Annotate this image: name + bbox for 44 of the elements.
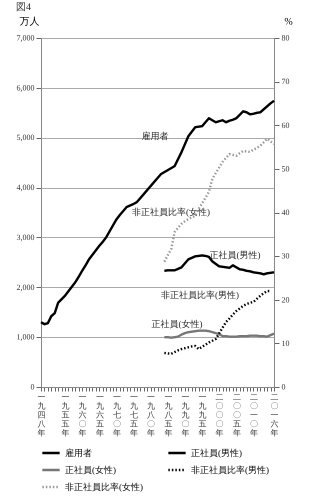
- y2-tick-label: 70: [282, 77, 290, 86]
- legend-label: 雇用者: [65, 448, 92, 458]
- x-tick-label: 一九七〇年: [112, 392, 121, 438]
- y-tick-label: 2,000: [16, 282, 34, 292]
- y-tick-label: 1,000: [16, 332, 34, 342]
- y-tick-label: 4,000: [16, 183, 34, 192]
- y2-tick-label: 50: [282, 164, 290, 174]
- legend-label: 非正社員比率(女性): [65, 482, 143, 492]
- x-tick-label: 一九七五年: [130, 392, 138, 438]
- y2-tick-label: 20: [282, 295, 290, 304]
- annotation: 正社員(女性): [152, 319, 202, 329]
- annotation: 正社員(男性): [210, 250, 260, 260]
- legend-label: 非正社員比率(男性): [191, 465, 269, 475]
- x-tick-label: 二〇〇五年: [232, 392, 241, 438]
- y-tick-label: 6,000: [16, 83, 34, 92]
- y-tick-label: 0: [30, 382, 34, 392]
- y2-axis-title: %: [284, 16, 293, 28]
- annotation: 非正社員比率(男性): [161, 290, 239, 300]
- y-axis-title: 万人: [20, 16, 40, 28]
- x-tick-label: 一九五五年: [61, 392, 70, 438]
- x-tick-label: 二〇〇〇年: [216, 392, 224, 438]
- x-tick-label: 一九六五年: [96, 392, 104, 438]
- x-tick-label: 一九九〇年: [181, 392, 190, 438]
- y2-tick-label: 80: [282, 34, 290, 42]
- y-tick-label: 7,000: [16, 34, 34, 42]
- x-tick-label: 一九八五年: [164, 392, 172, 438]
- y2-tick-label: 40: [282, 208, 290, 217]
- legend-label: 正社員(男性): [191, 448, 242, 458]
- y2-tick-label: 30: [282, 252, 290, 261]
- x-tick-label: 二〇一〇年: [250, 392, 258, 438]
- x-tick-label: 一九八〇年: [147, 392, 156, 438]
- x-tick-label: 一九九五年: [198, 392, 207, 438]
- chart-title: 図4: [16, 2, 31, 13]
- y2-tick-label: 60: [282, 120, 290, 130]
- line-series: [163, 329, 276, 339]
- y-tick-label: 3,000: [16, 232, 34, 242]
- y-tick-label: 5,000: [16, 133, 34, 142]
- y2-tick-label: 0: [282, 382, 286, 392]
- x-tick-label: 二〇一六年: [270, 392, 278, 438]
- legend-label: 正社員(女性): [65, 465, 116, 475]
- x-tick-label: 一九四八年: [38, 392, 46, 438]
- y2-tick-label: 10: [282, 338, 290, 348]
- annotation: 雇用者: [142, 131, 168, 141]
- x-tick-label: 一九六〇年: [78, 392, 87, 438]
